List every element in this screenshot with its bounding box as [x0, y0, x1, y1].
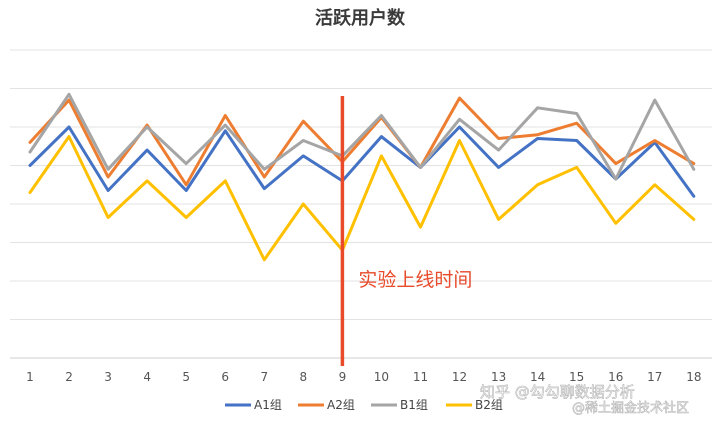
experiment-marker: 实验上线时间	[340, 96, 472, 366]
marker-label: 实验上线时间	[358, 269, 472, 291]
x-tick-label: 11	[413, 370, 428, 384]
x-tick-label: 6	[221, 370, 229, 384]
x-tick-label: 4	[143, 370, 151, 384]
legend-label: B1组	[400, 398, 428, 412]
x-tick-label: 10	[374, 370, 389, 384]
x-tick-label: 2	[65, 370, 73, 384]
series-line-4	[28, 135, 696, 262]
watermark: 知乎 @勾勾聊数据分析 @稀土掘金技术社区	[480, 383, 690, 417]
x-tick-label: 3	[104, 370, 112, 384]
x-tick-label: 12	[452, 370, 467, 384]
x-axis-ticks: 1 2 3 4 5 6 7 8 9 10 11 12 13 14 15 16 17 18	[26, 370, 701, 384]
x-tick-label: 17	[647, 370, 662, 384]
x-tick-label: 9	[339, 370, 347, 384]
x-tick-label: 8	[300, 370, 308, 384]
watermark-text: 知乎 @勾勾聊数据分析	[480, 383, 635, 401]
series-line-1	[28, 125, 696, 198]
x-tick-label: 14	[530, 370, 545, 384]
x-tick-label: 7	[260, 370, 268, 384]
legend-label: A1组	[254, 398, 282, 412]
x-tick-label: 1	[26, 370, 34, 384]
series-lines	[28, 92, 696, 262]
legend: A1组 A2组 B1组 B2组	[225, 398, 503, 412]
x-tick-label: 5	[182, 370, 190, 384]
chart-title: 活跃用户数	[315, 7, 406, 29]
x-tick-label: 15	[569, 370, 584, 384]
legend-label: A2组	[327, 398, 355, 412]
series-line-3	[28, 92, 696, 181]
x-tick-label: 18	[686, 370, 701, 384]
legend-label: B2组	[475, 398, 503, 412]
watermark-text-2: @稀土掘金技术社区	[572, 400, 689, 416]
x-tick-label: 16	[608, 370, 623, 384]
x-tick-label: 13	[491, 370, 506, 384]
